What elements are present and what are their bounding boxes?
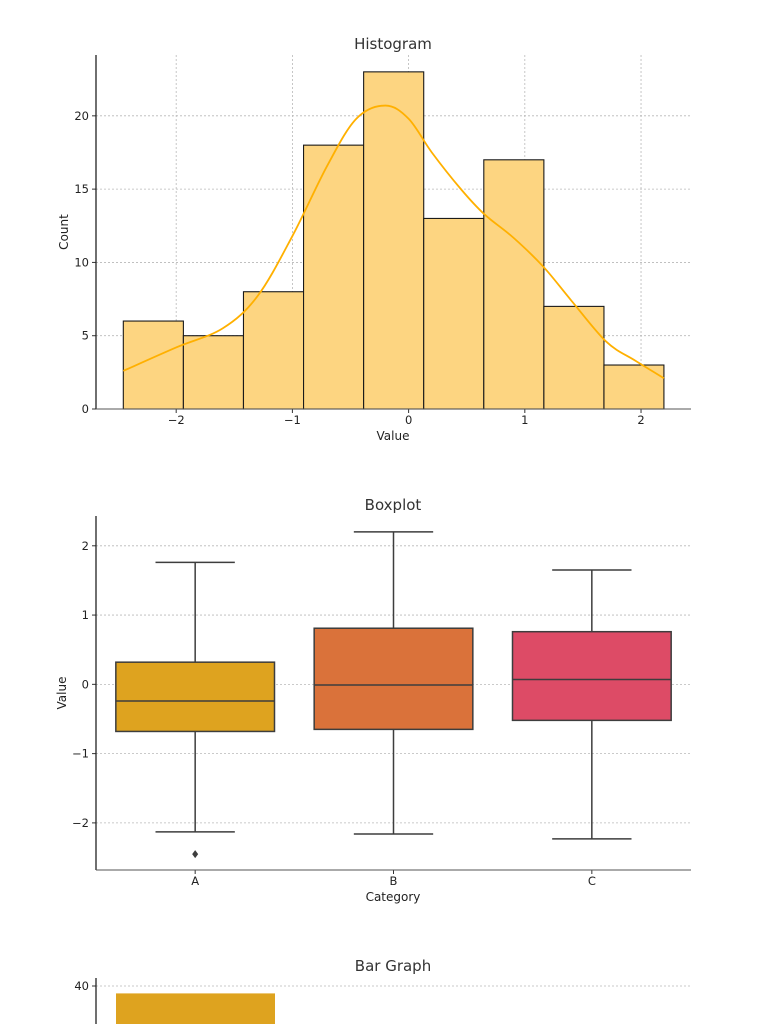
boxplot-box	[313, 627, 474, 731]
histogram-bar	[182, 335, 245, 410]
boxplot-ytick-label: 0	[82, 677, 89, 691]
boxplot-ytick-label: 2	[82, 539, 89, 553]
boxplot-ytick-label: −2	[72, 816, 89, 830]
histogram-bar	[303, 144, 365, 410]
bar-graph-ytick-label: 40	[74, 979, 89, 993]
boxplot-ylabel: Value	[55, 677, 69, 710]
histogram-bar	[363, 71, 425, 410]
histogram-bar	[543, 305, 605, 410]
histogram-ylabel: Count	[57, 214, 71, 250]
boxplot-chart: Boxplot Category Value −2 −1 0 1 2 A B C	[55, 496, 691, 904]
histogram-ytick-label: 15	[74, 182, 89, 196]
histogram-kde-line	[122, 104, 665, 379]
bar-graph-bar	[116, 993, 275, 1024]
histogram-bar	[122, 320, 184, 410]
histogram-ytick-label: 0	[82, 402, 89, 416]
boxplot-xtick-label: C	[588, 874, 596, 888]
boxplot-ytick-label: 1	[82, 608, 89, 622]
bar-graph-chart: Bar Graph 40	[74, 957, 691, 1024]
histogram-xtick-label: −1	[284, 413, 301, 427]
boxplot-xlabel: Category	[366, 890, 421, 904]
histogram-xtick-label: 1	[521, 413, 528, 427]
histogram-title: Histogram	[354, 35, 432, 53]
histogram-ytick-label: 10	[74, 255, 89, 269]
histogram-bar	[242, 291, 305, 410]
histogram-xlabel: Value	[377, 429, 410, 443]
boxplot-xtick-label: B	[390, 874, 398, 888]
boxplot-xtick-label: A	[191, 874, 199, 888]
histogram-bar	[483, 159, 545, 410]
boxplot-outlier	[192, 850, 199, 859]
histogram-xtick-label: 0	[405, 413, 412, 427]
histogram-ytick-label: 5	[82, 329, 89, 343]
histogram-ytick-label: 20	[74, 109, 89, 123]
boxplot-ytick-label: −1	[72, 747, 89, 761]
histogram-xtick-label: 2	[637, 413, 644, 427]
histogram-bar	[603, 364, 665, 410]
histogram-xtick-label: −2	[168, 413, 185, 427]
boxplot-title: Boxplot	[365, 496, 422, 514]
bar-graph-title: Bar Graph	[355, 957, 431, 975]
boxplot-box	[511, 630, 672, 722]
histogram-bar	[423, 217, 485, 410]
boxplot-box	[115, 661, 276, 733]
